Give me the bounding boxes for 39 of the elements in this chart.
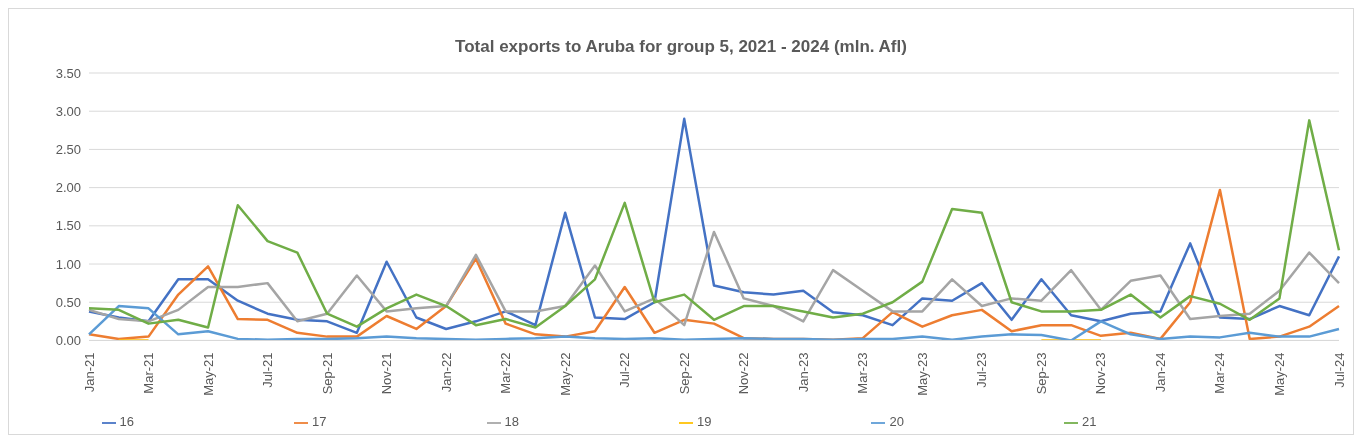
x-tick-label: Jan-22 <box>438 352 454 393</box>
y-tick-label: 0.50 <box>55 294 81 310</box>
legend-label: 21 <box>1081 414 1097 430</box>
y-tick-label: 0.00 <box>55 333 81 349</box>
legend-label: 20 <box>889 414 904 430</box>
y-tick-label: 3.50 <box>55 65 81 81</box>
legend-label: 17 <box>312 414 327 430</box>
x-tick-label: Jul-22 <box>617 352 633 388</box>
x-tick-label: Jan-24 <box>1152 352 1168 393</box>
x-tick-label: Nov-23 <box>1093 352 1109 395</box>
x-tick-label: Sep-21 <box>319 352 335 395</box>
y-tick-label: 1.00 <box>55 256 81 272</box>
legend-label: 18 <box>504 414 519 430</box>
y-tick-label: 1.50 <box>55 218 81 234</box>
legend-label: 16 <box>119 414 135 430</box>
x-tick-label: May-21 <box>200 352 216 396</box>
x-tick-label: Mar-23 <box>855 352 871 394</box>
x-tick-label: Sep-22 <box>676 352 692 395</box>
y-tick-label: 2.00 <box>55 180 81 196</box>
y-tick-label: 2.50 <box>55 142 81 158</box>
x-tick-label: Mar-24 <box>1212 352 1228 394</box>
x-tick-label: Jul-21 <box>260 352 276 388</box>
x-tick-label: Mar-22 <box>498 352 514 394</box>
x-tick-label: Nov-21 <box>379 352 395 395</box>
chart-title: Total exports to Aruba for group 5, 2021 - 2024 (mln. Afl) <box>454 36 908 58</box>
x-tick-label: Sep-23 <box>1033 352 1049 395</box>
legend-label: 19 <box>697 414 712 430</box>
y-tick-label: 3.00 <box>55 103 81 119</box>
x-tick-label: Jan-21 <box>81 352 97 393</box>
line-series <box>87 230 1341 327</box>
x-tick-label: Nov-22 <box>736 352 752 395</box>
x-tick-label: Jul-23 <box>974 352 990 388</box>
x-tick-label: May-23 <box>914 352 930 396</box>
x-tick-label: Jan-23 <box>795 352 811 393</box>
x-tick-label: Jul-24 <box>1331 352 1347 388</box>
x-tick-label: May-24 <box>1271 352 1287 396</box>
x-tick-label: Mar-21 <box>141 352 157 394</box>
x-tick-label: May-22 <box>557 352 573 396</box>
line-series <box>87 304 1341 341</box>
